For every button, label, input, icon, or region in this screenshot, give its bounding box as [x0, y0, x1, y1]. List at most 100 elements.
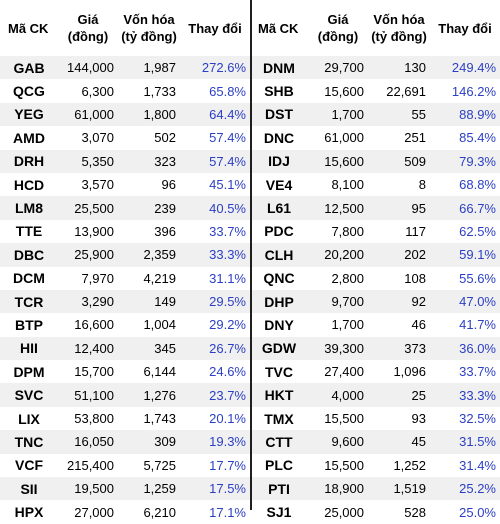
- stock-code: DPM: [0, 360, 58, 384]
- stock-table-left: Mã CK Giá (đồng) Vốn hóa (tỷ đồng) Thay đổ…: [0, 12, 250, 524]
- market-cap: 345: [118, 336, 180, 361]
- center-divider: [250, 0, 252, 510]
- table-row: LIX 53,800 1,743 20.1%: [0, 406, 250, 431]
- table-row: VE4 8,100 8 68.8%: [250, 172, 500, 197]
- price-change: 29.2%: [180, 313, 250, 337]
- market-cap: 4,219: [118, 266, 180, 290]
- price-change: 31.4%: [430, 453, 500, 478]
- stock-code: TNC: [0, 430, 58, 454]
- stock-code: BTP: [0, 313, 58, 337]
- market-cap: 25: [368, 383, 430, 407]
- market-cap: 93: [368, 406, 430, 431]
- market-cap: 509: [368, 149, 430, 173]
- table-row: SII 19,500 1,259 17.5%: [0, 477, 250, 501]
- header-change: Thay đổi: [188, 20, 242, 36]
- table-row: TMX 15,500 93 32.5%: [250, 406, 500, 431]
- stock-code: DNY: [250, 313, 308, 337]
- table-row: DST 1,700 55 88.9%: [250, 102, 500, 127]
- market-cap: 1,276: [118, 383, 180, 407]
- stock-code: DBC: [0, 243, 58, 267]
- price-change: 272.6%: [180, 56, 250, 80]
- stock-price: 29,700: [308, 56, 368, 80]
- price-change: 25.0%: [430, 500, 500, 524]
- stock-price: 9,600: [308, 430, 368, 454]
- header-cap-line2: (tỷ đồng): [371, 29, 427, 44]
- stock-code: VE4: [250, 172, 308, 197]
- stock-price: 144,000: [58, 56, 118, 80]
- table-row: AMD 3,070 502 57.4%: [0, 126, 250, 150]
- stock-price: 3,070: [58, 126, 118, 150]
- table-row: TCR 3,290 149 29.5%: [0, 289, 250, 314]
- price-change: 41.7%: [430, 313, 500, 337]
- market-cap: 1,733: [118, 79, 180, 103]
- stock-code: DRH: [0, 149, 58, 173]
- stock-price: 7,800: [308, 219, 368, 244]
- stock-table-right: Mã CK Giá (đồng) Vốn hóa (tỷ đồng) Thay đổ…: [250, 0, 500, 524]
- stock-price: 12,400: [58, 336, 118, 361]
- table-row: QCG 6,300 1,733 65.8%: [0, 79, 250, 103]
- table-row: DNM 29,700 130 249.4%: [250, 56, 500, 80]
- market-cap: 46: [368, 313, 430, 337]
- header-cap: Vốn hóa (tỷ đồng): [368, 0, 430, 56]
- table-row: SVC 51,100 1,276 23.7%: [0, 383, 250, 407]
- stock-code: HII: [0, 336, 58, 361]
- market-cap: 45: [368, 430, 430, 454]
- stock-code: SHB: [250, 79, 308, 103]
- stock-code: GAB: [0, 56, 58, 80]
- price-change: 45.1%: [180, 172, 250, 197]
- price-change: 88.9%: [430, 102, 500, 127]
- price-change: 47.0%: [430, 289, 500, 314]
- stock-code: HPX: [0, 500, 58, 524]
- stock-code: LM8: [0, 196, 58, 220]
- stock-price: 39,300: [308, 336, 368, 361]
- stock-code: TCR: [0, 289, 58, 314]
- market-cap: 8: [368, 172, 430, 197]
- market-cap: 6,210: [118, 500, 180, 524]
- price-change: 57.4%: [180, 126, 250, 150]
- stock-code: SJ1: [250, 500, 308, 524]
- stock-code: L61: [250, 196, 308, 220]
- header-row: Mã CK Giá (đồng) Vốn hóa (tỷ đồng) Thay đổ…: [250, 0, 500, 56]
- price-change: 79.3%: [430, 149, 500, 173]
- price-change: 33.7%: [430, 360, 500, 384]
- table-row: GAB 144,000 1,987 272.6%: [0, 56, 250, 80]
- header-price-line2: (đồng): [67, 29, 109, 44]
- stock-price: 8,100: [308, 172, 368, 197]
- stock-price: 16,600: [58, 313, 118, 337]
- stock-price: 61,000: [308, 126, 368, 150]
- table-row: TVC 27,400 1,096 33.7%: [250, 360, 500, 384]
- stock-code: DNC: [250, 126, 308, 150]
- table-row: DNY 1,700 46 41.7%: [250, 313, 500, 337]
- price-change: 33.7%: [180, 219, 250, 244]
- stock-code: DCM: [0, 266, 58, 290]
- stock-price: 2,800: [308, 266, 368, 290]
- price-change: 40.5%: [180, 196, 250, 220]
- stock-price: 15,700: [58, 360, 118, 384]
- stock-price: 51,100: [58, 383, 118, 407]
- stock-code: CLH: [250, 243, 308, 267]
- stock-price: 4,000: [308, 383, 368, 407]
- stock-price: 15,600: [308, 149, 368, 173]
- table-row: DHP 9,700 92 47.0%: [250, 289, 500, 314]
- header-change: Thay đổi: [438, 20, 492, 36]
- stock-price: 3,570: [58, 172, 118, 197]
- table-row: HCD 3,570 96 45.1%: [0, 172, 250, 197]
- market-cap: 1,259: [118, 477, 180, 501]
- table-body-right: DNM 29,700 130 249.4% SHB 15,600 22,691 146.2% D…: [250, 56, 500, 524]
- stock-price: 13,900: [58, 219, 118, 244]
- table-row: HPX 27,000 6,210 17.1%: [0, 500, 250, 524]
- table-row: DNC 61,000 251 85.4%: [250, 126, 500, 150]
- market-cap: 1,987: [118, 56, 180, 80]
- price-change: 31.5%: [430, 430, 500, 454]
- market-cap: 239: [118, 196, 180, 220]
- table-row: L61 12,500 95 66.7%: [250, 196, 500, 220]
- price-change: 33.3%: [180, 243, 250, 267]
- table-row: DBC 25,900 2,359 33.3%: [0, 243, 250, 267]
- market-cap: 1,519: [368, 477, 430, 501]
- market-cap: 373: [368, 336, 430, 361]
- stock-price: 1,700: [308, 313, 368, 337]
- stock-code: QNC: [250, 266, 308, 290]
- table-left-panel: Mã CK Giá (đồng) Vốn hóa (tỷ đồng) Thay đổ…: [0, 0, 250, 524]
- market-cap: 92: [368, 289, 430, 314]
